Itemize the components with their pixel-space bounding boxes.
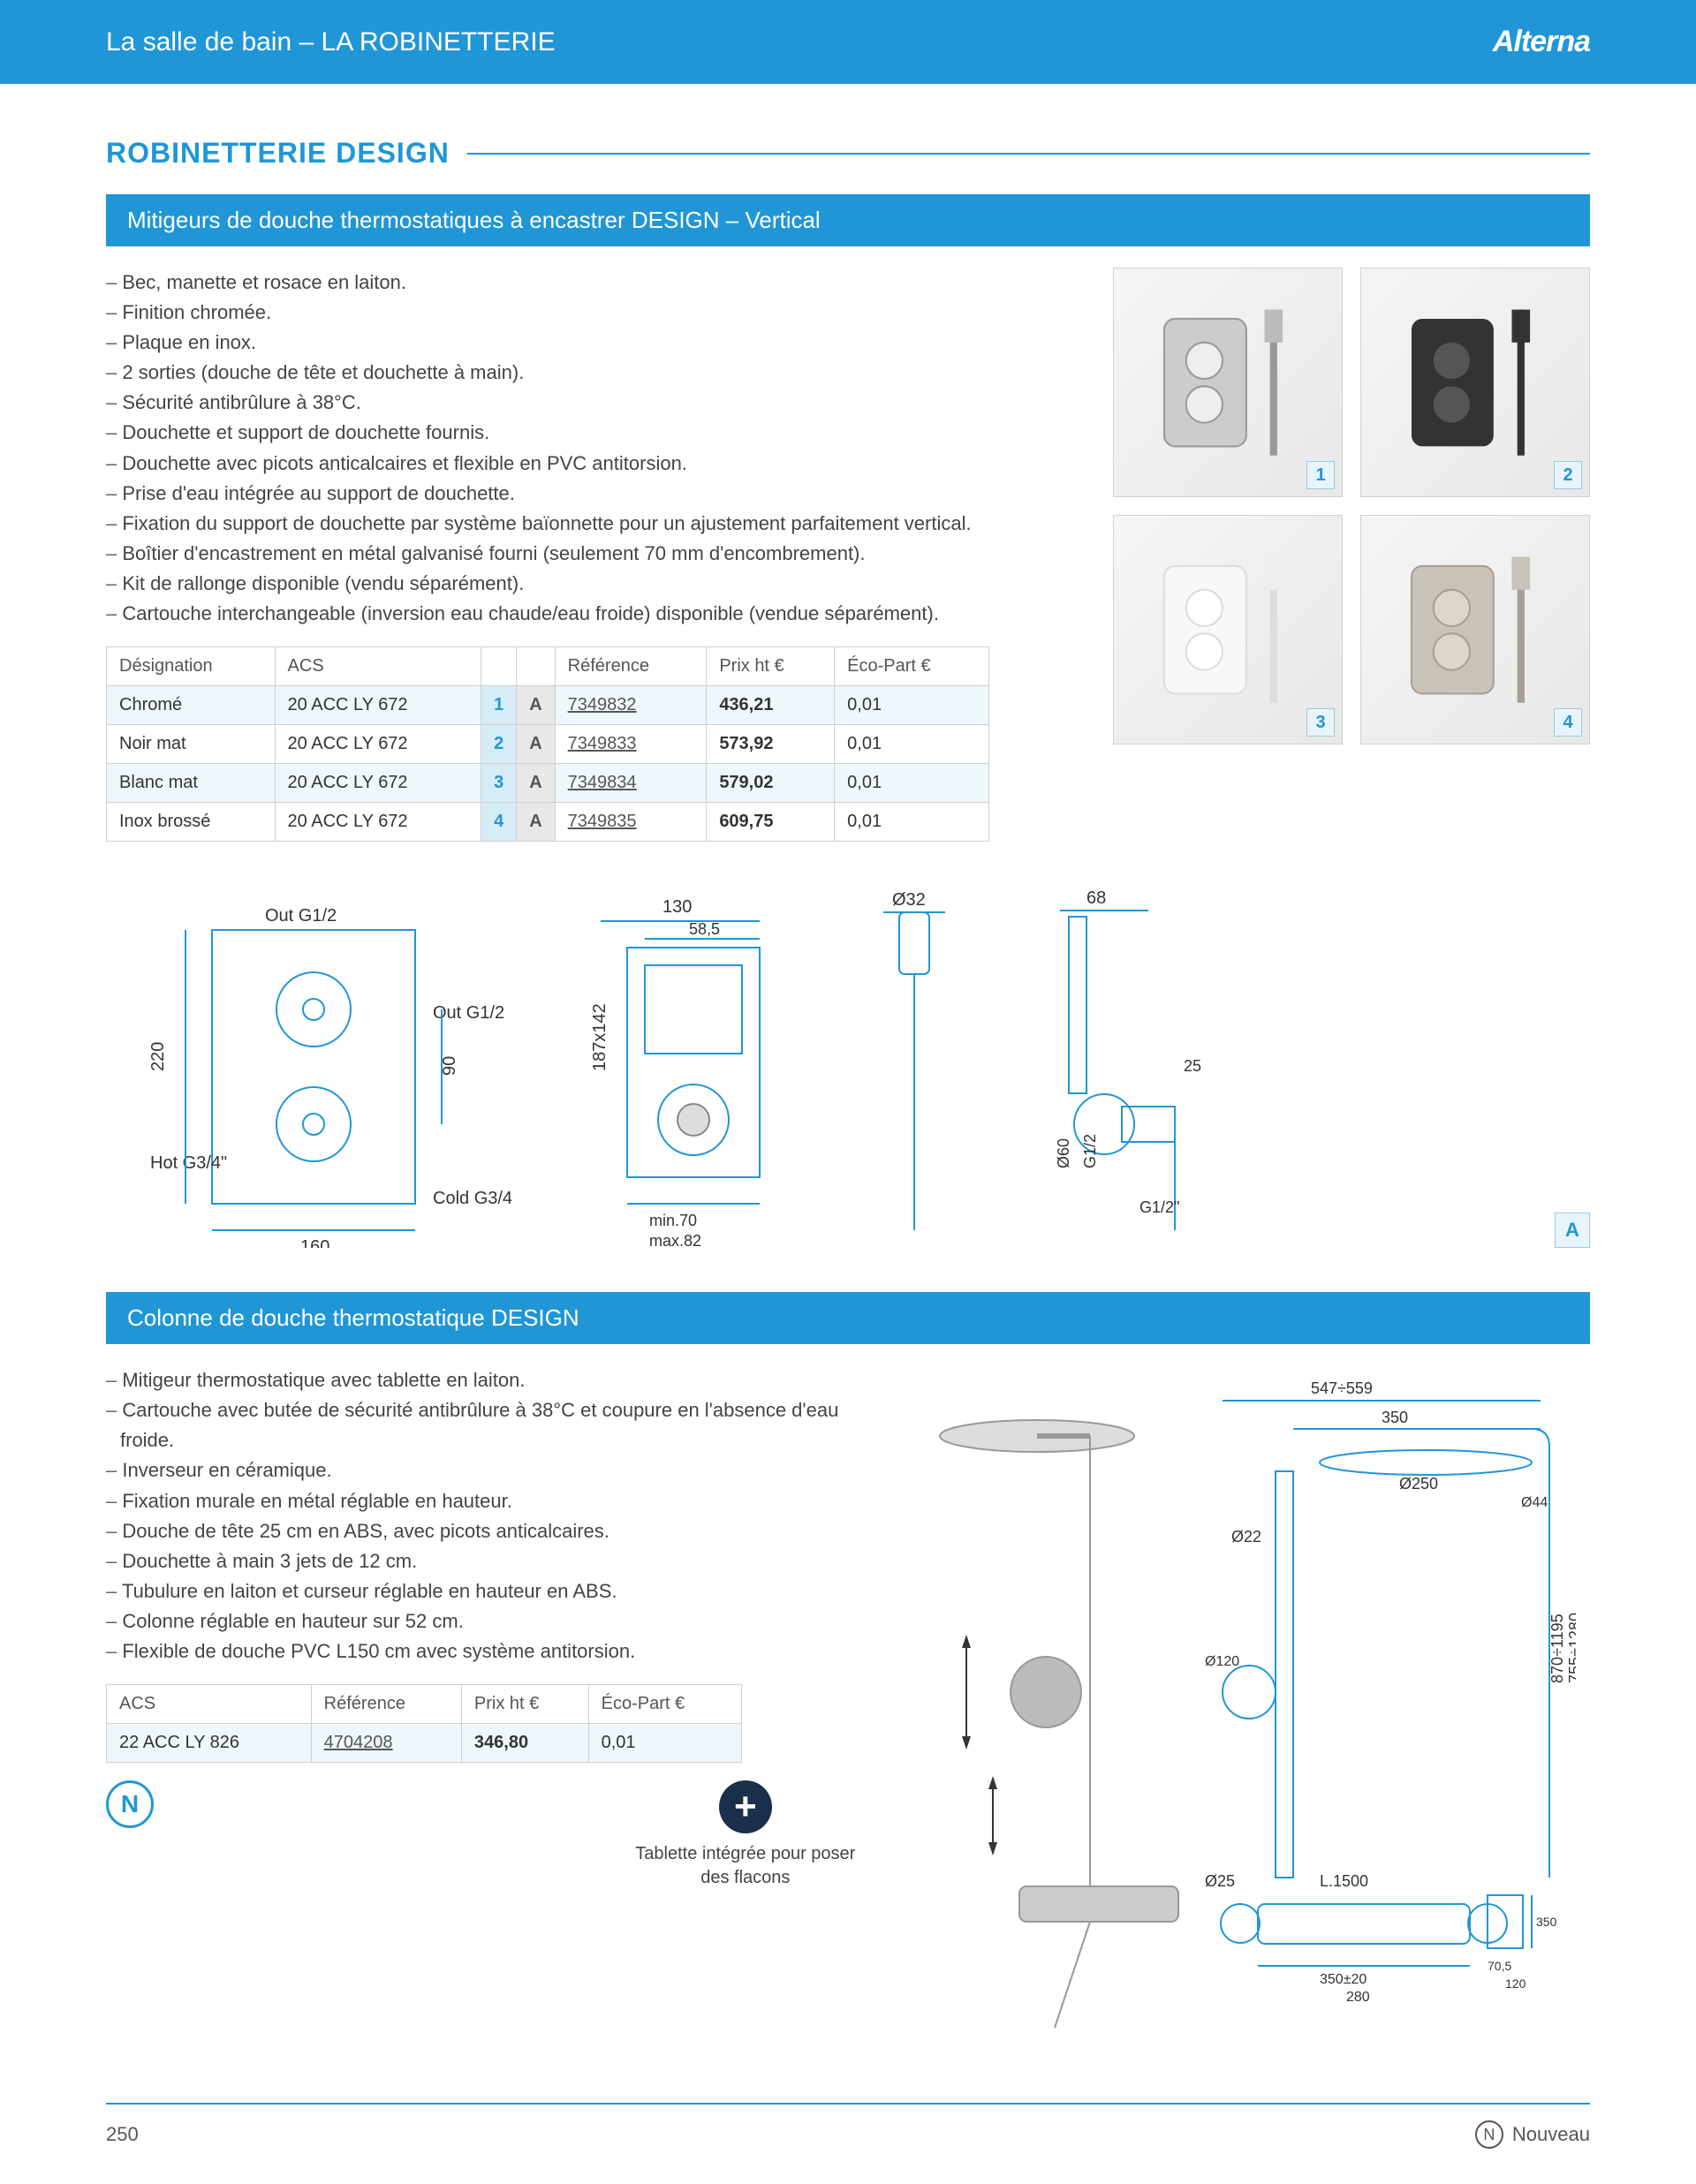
product2-table: ACSRéférencePrix ht €Éco-Part € 22 ACC L… [106,1684,742,1763]
product-thumbnail: 2 [1360,268,1590,497]
feature-item: 2 sorties (douche de tête et douchette à… [106,358,1086,388]
svg-text:350: 350 [1382,1409,1408,1426]
table-header: Référence [311,1685,461,1724]
feature-item: Colonne réglable en hauteur sur 52 cm. [106,1606,860,1636]
product2-diagram: 547÷559 350 Ø250 Ø44 [905,1365,1590,2059]
table-header: ACS [275,647,481,686]
svg-text:350±20: 350±20 [1320,1972,1367,1987]
svg-text:187x142: 187x142 [590,1003,610,1071]
svg-text:70,5: 70,5 [1488,1959,1511,1973]
svg-text:min.70: min.70 [649,1212,697,1229]
svg-text:90: 90 [440,1056,459,1076]
diagram-letter-badge: A [1555,1213,1590,1248]
feature-item: Douchette avec picots anticalcaires et f… [106,449,1086,479]
svg-text:Ø25: Ø25 [1205,1872,1235,1890]
product1-features: Bec, manette et rosace en laiton.Finitio… [106,268,1086,629]
svg-text:L.1500: L.1500 [1320,1872,1368,1890]
svg-text:130: 130 [662,897,692,917]
svg-text:Hot G3/4": Hot G3/4" [150,1153,227,1173]
feature-item: Finition chromée. [106,298,1086,328]
svg-text:25: 25 [1184,1057,1201,1075]
feature-item: Douchette et support de douchette fourni… [106,418,1086,448]
product-thumbnail: 3 [1113,515,1343,744]
plus-icon: + [719,1780,772,1833]
svg-text:Ø32: Ø32 [892,890,926,910]
svg-text:350: 350 [1536,1915,1557,1929]
feature-item: Cartouche avec butée de sécurité antibrû… [106,1395,860,1455]
svg-text:280: 280 [1346,1990,1370,2005]
page-header: La salle de bain – LA ROBINETTERIE Alter… [0,0,1696,84]
svg-text:Ø120: Ø120 [1205,1654,1239,1669]
svg-text:max.82: max.82 [649,1232,701,1248]
table-header: Désignation [107,647,276,686]
feature-item: Tubulure en laiton et curseur réglable e… [106,1576,860,1606]
section-title: ROBINETTERIE DESIGN [106,137,1590,170]
feature-item: Mitigeur thermostatique avec tablette en… [106,1365,860,1395]
svg-text:870÷1195: 870÷1195 [1548,1614,1566,1684]
feature-item: Sécurité antibrûlure à 38°C. [106,388,1086,418]
table-header [481,647,517,686]
feature-item: Douchette à main 3 jets de 12 cm. [106,1546,860,1576]
svg-text:Out G1/2: Out G1/2 [265,906,337,926]
svg-text:Out G1/2: Out G1/2 [433,1003,504,1023]
table-row: Noir mat20 ACC LY 6722A7349833573,920,01 [107,725,989,764]
feature-item: Boîtier d'encastrement en métal galvanis… [106,539,1086,569]
svg-text:Ø22: Ø22 [1231,1528,1261,1545]
feature-item: Fixation du support de douchette par sys… [106,509,1086,539]
table-header [517,647,555,686]
product-thumbnail: 1 [1113,268,1343,497]
feature-item: Inverseur en céramique. [106,1455,860,1485]
table-header: Éco-Part € [835,647,989,686]
feature-item: Cartouche interchangeable (inversion eau… [106,599,1086,629]
product1-table: DésignationACS RéférencePrix ht €Éco-Part… [106,646,989,842]
nouveau-badge: N [106,1780,154,1828]
product1-thumbnails: 1234 [1113,268,1590,744]
table-header: Prix ht € [707,647,835,686]
table-row: Inox brossé20 ACC LY 6724A7349835609,750… [107,803,989,842]
table-header: Éco-Part € [588,1685,741,1724]
nouveau-legend: N Nouveau [1475,2120,1590,2149]
svg-text:220: 220 [148,1042,168,1071]
title-rule [467,153,1590,155]
table-row: Chromé20 ACC LY 6721A7349832436,210,01 [107,686,989,725]
svg-text:120: 120 [1505,1976,1526,1991]
product1-diagram: Out G1/2 Out G1/2 Hot G3/4" Cold G3/4 22… [106,877,1590,1248]
breadcrumb: La salle de bain – LA ROBINETTERIE [106,27,556,57]
svg-text:755÷1280: 755÷1280 [1566,1613,1576,1683]
feature-item: Fixation murale en métal réglable en hau… [106,1486,860,1516]
svg-text:Ø44: Ø44 [1521,1495,1548,1510]
feature-item: Flexible de douche PVC L150 cm avec syst… [106,1636,860,1666]
svg-text:547÷559: 547÷559 [1311,1379,1373,1397]
plus-callout: + Tablette intégrée pour poser des flaco… [631,1780,860,1890]
table-header: Référence [555,647,707,686]
feature-item: Prise d'eau intégrée au support de douch… [106,479,1086,509]
page-number: 250 [106,2123,139,2146]
feature-item: Bec, manette et rosace en laiton. [106,268,1086,298]
table-header: ACS [107,1685,312,1724]
svg-text:G1/2": G1/2" [1140,1198,1179,1216]
svg-text:Ø60: Ø60 [1055,1138,1072,1168]
feature-item: Plaque en inox. [106,328,1086,358]
product2-subheader: Colonne de douche thermostatique DESIGN [106,1292,1590,1344]
svg-text:Cold G3/4: Cold G3/4 [433,1189,512,1208]
product-thumbnail: 4 [1360,515,1590,744]
table-header: Prix ht € [461,1685,588,1724]
svg-text:G1/2: G1/2 [1081,1134,1099,1168]
feature-item: Douche de tête 25 cm en ABS, avec picots… [106,1516,860,1546]
brand-logo: Alterna [1493,25,1590,59]
page-footer: 250 N Nouveau [106,2103,1590,2149]
product2-features: Mitigeur thermostatique avec tablette en… [106,1365,860,1666]
svg-text:58,5: 58,5 [689,920,720,938]
svg-text:68: 68 [1086,888,1106,908]
table-row: Blanc mat20 ACC LY 6723A7349834579,020,0… [107,764,989,803]
table-row: 22 ACC LY 8264704208346,800,01 [107,1724,742,1763]
product1-subheader: Mitigeurs de douche thermostatiques à en… [106,194,1590,246]
feature-item: Kit de rallonge disponible (vendu séparé… [106,569,1086,599]
svg-text:160: 160 [300,1237,329,1248]
svg-text:Ø250: Ø250 [1399,1475,1438,1493]
